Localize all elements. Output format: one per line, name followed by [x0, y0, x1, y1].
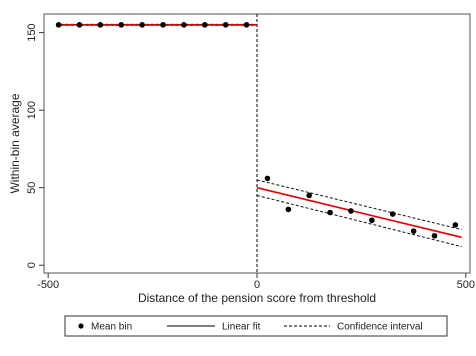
- y-tick-label: 150: [26, 23, 38, 41]
- mean-bin-point: [285, 206, 292, 213]
- mean-bin-point: [243, 22, 250, 28]
- mean-bin-point: [431, 232, 438, 239]
- legend-box: [64, 315, 448, 337]
- legend-mean-bin-marker: [78, 323, 84, 329]
- legend-linear-fit-label: Linear fit: [222, 322, 261, 333]
- right-linear-fit-line: [256, 186, 462, 239]
- mean-bin-point: [369, 217, 375, 224]
- mean-bin-point: [139, 22, 145, 28]
- mean-bin-point: [118, 22, 125, 28]
- y-axis: 0 50 100 150: [26, 23, 44, 268]
- mean-bin-point: [201, 22, 208, 28]
- x-tick-label: 500: [457, 279, 475, 291]
- y-tick-label: 100: [26, 101, 38, 119]
- mean-bin-point: [76, 22, 83, 28]
- x-tick-label: 0: [254, 279, 260, 291]
- mean-bin-point: [306, 192, 313, 199]
- x-tick-label: -500: [37, 279, 59, 291]
- mean-bin-point: [222, 22, 229, 28]
- x-axis-label: Distance of the pension score from thres…: [138, 291, 376, 305]
- legend-mean-bin-label: Mean bin: [91, 322, 132, 333]
- mean-bin-point: [97, 22, 104, 28]
- right-ci-upper-line: [256, 179, 462, 231]
- marks-layer: [55, 14, 462, 273]
- mean-bin-point: [264, 175, 271, 182]
- mean-bin-point: [181, 22, 187, 28]
- mean-bin-point: [452, 222, 459, 228]
- y-axis-label: Within-bin average: [8, 93, 22, 193]
- x-axis: -500 0 500: [37, 273, 475, 291]
- legend: Mean bin Linear fit Confidence interval: [64, 315, 448, 337]
- y-tick-label: 0: [26, 262, 38, 268]
- mean-bin-point: [327, 209, 333, 216]
- y-tick-label: 50: [26, 182, 38, 194]
- mean-bin-point: [389, 211, 396, 217]
- mean-bin-point: [410, 228, 417, 234]
- mean-bin-point: [348, 208, 354, 214]
- mean-bin-point: [55, 22, 62, 28]
- legend-confidence-interval-label: Confidence interval: [337, 322, 423, 333]
- mean-bin-point: [160, 22, 166, 28]
- right-ci-lower-line: [256, 194, 462, 248]
